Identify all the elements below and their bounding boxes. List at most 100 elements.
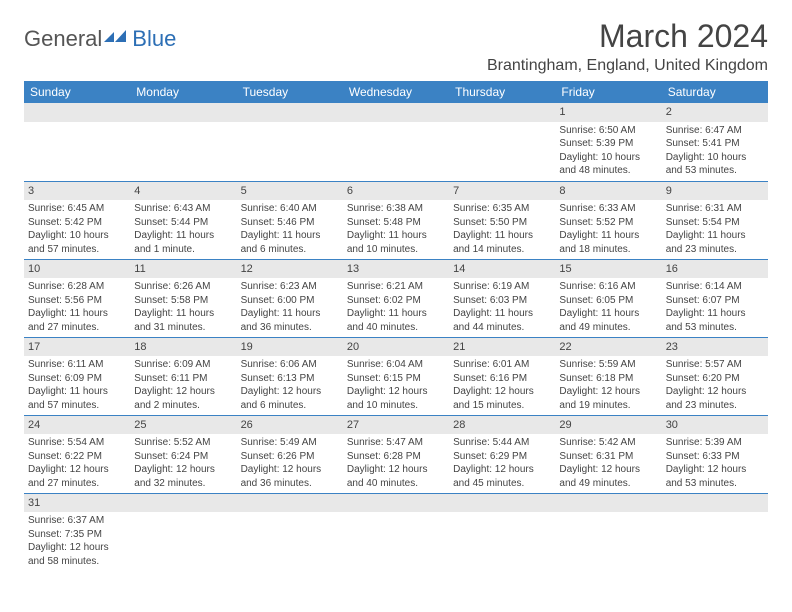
sunset-line: Sunset: 5:41 PM [666, 137, 764, 151]
sunset-line: Sunset: 6:09 PM [28, 372, 126, 386]
sunset-line: Sunset: 6:07 PM [666, 294, 764, 308]
sunrise-line: Sunrise: 6:06 AM [241, 358, 339, 372]
calendar-day-cell: 21Sunrise: 6:01 AMSunset: 6:16 PMDayligh… [449, 337, 555, 415]
sunset-line: Sunset: 5:58 PM [134, 294, 232, 308]
day-number-empty [449, 103, 555, 122]
day-number: 21 [449, 338, 555, 357]
day-details: Sunrise: 6:45 AMSunset: 5:42 PMDaylight:… [24, 200, 130, 258]
calendar-day-cell [555, 493, 661, 571]
day-details: Sunrise: 6:14 AMSunset: 6:07 PMDaylight:… [662, 278, 768, 336]
sunset-line: Sunset: 6:11 PM [134, 372, 232, 386]
sunset-line: Sunset: 6:26 PM [241, 450, 339, 464]
calendar-week-row: 24Sunrise: 5:54 AMSunset: 6:22 PMDayligh… [24, 415, 768, 493]
daylight-line: Daylight: 12 hours and 23 minutes. [666, 385, 764, 412]
calendar-day-cell: 20Sunrise: 6:04 AMSunset: 6:15 PMDayligh… [343, 337, 449, 415]
calendar-day-cell [449, 493, 555, 571]
calendar-day-cell: 18Sunrise: 6:09 AMSunset: 6:11 PMDayligh… [130, 337, 236, 415]
weekday-header: Sunday [24, 81, 130, 103]
title-block: March 2024 Brantingham, England, United … [487, 18, 768, 75]
calendar-day-cell [343, 493, 449, 571]
day-number: 28 [449, 416, 555, 435]
daylight-line: Daylight: 12 hours and 32 minutes. [134, 463, 232, 490]
day-number: 6 [343, 182, 449, 201]
day-number: 11 [130, 260, 236, 279]
sunset-line: Sunset: 5:42 PM [28, 216, 126, 230]
calendar-body: 1Sunrise: 6:50 AMSunset: 5:39 PMDaylight… [24, 103, 768, 571]
flag-icon [104, 26, 130, 52]
sunrise-line: Sunrise: 6:38 AM [347, 202, 445, 216]
sunrise-line: Sunrise: 6:01 AM [453, 358, 551, 372]
logo-text-2: Blue [132, 26, 176, 52]
calendar-table: SundayMondayTuesdayWednesdayThursdayFrid… [24, 81, 768, 571]
daylight-line: Daylight: 11 hours and 53 minutes. [666, 307, 764, 334]
calendar-day-cell: 5Sunrise: 6:40 AMSunset: 5:46 PMDaylight… [237, 181, 343, 259]
day-details: Sunrise: 6:40 AMSunset: 5:46 PMDaylight:… [237, 200, 343, 258]
day-details: Sunrise: 5:52 AMSunset: 6:24 PMDaylight:… [130, 434, 236, 492]
daylight-line: Daylight: 12 hours and 6 minutes. [241, 385, 339, 412]
day-number: 22 [555, 338, 661, 357]
daylight-line: Daylight: 12 hours and 27 minutes. [28, 463, 126, 490]
sunrise-line: Sunrise: 5:57 AM [666, 358, 764, 372]
weekday-header: Wednesday [343, 81, 449, 103]
sunrise-line: Sunrise: 6:21 AM [347, 280, 445, 294]
calendar-day-cell: 24Sunrise: 5:54 AMSunset: 6:22 PMDayligh… [24, 415, 130, 493]
day-details: Sunrise: 6:43 AMSunset: 5:44 PMDaylight:… [130, 200, 236, 258]
day-details: Sunrise: 6:35 AMSunset: 5:50 PMDaylight:… [449, 200, 555, 258]
sunrise-line: Sunrise: 6:37 AM [28, 514, 126, 528]
sunrise-line: Sunrise: 6:11 AM [28, 358, 126, 372]
sunrise-line: Sunrise: 6:14 AM [666, 280, 764, 294]
day-details: Sunrise: 5:47 AMSunset: 6:28 PMDaylight:… [343, 434, 449, 492]
day-details: Sunrise: 6:28 AMSunset: 5:56 PMDaylight:… [24, 278, 130, 336]
sunset-line: Sunset: 5:44 PM [134, 216, 232, 230]
sunset-line: Sunset: 6:15 PM [347, 372, 445, 386]
sunset-line: Sunset: 5:54 PM [666, 216, 764, 230]
calendar-day-cell: 19Sunrise: 6:06 AMSunset: 6:13 PMDayligh… [237, 337, 343, 415]
day-number-empty [130, 103, 236, 122]
day-number: 4 [130, 182, 236, 201]
day-details: Sunrise: 6:04 AMSunset: 6:15 PMDaylight:… [343, 356, 449, 414]
sunrise-line: Sunrise: 6:09 AM [134, 358, 232, 372]
sunrise-line: Sunrise: 6:26 AM [134, 280, 232, 294]
sunrise-line: Sunrise: 6:33 AM [559, 202, 657, 216]
calendar-day-cell: 15Sunrise: 6:16 AMSunset: 6:05 PMDayligh… [555, 259, 661, 337]
daylight-line: Daylight: 12 hours and 10 minutes. [347, 385, 445, 412]
location: Brantingham, England, United Kingdom [487, 57, 768, 75]
day-number: 13 [343, 260, 449, 279]
day-number-empty [343, 494, 449, 513]
sunset-line: Sunset: 6:20 PM [666, 372, 764, 386]
sunset-line: Sunset: 6:18 PM [559, 372, 657, 386]
sunrise-line: Sunrise: 6:19 AM [453, 280, 551, 294]
calendar-day-cell: 8Sunrise: 6:33 AMSunset: 5:52 PMDaylight… [555, 181, 661, 259]
day-number: 2 [662, 103, 768, 122]
daylight-line: Daylight: 11 hours and 31 minutes. [134, 307, 232, 334]
sunset-line: Sunset: 5:52 PM [559, 216, 657, 230]
calendar-day-cell: 3Sunrise: 6:45 AMSunset: 5:42 PMDaylight… [24, 181, 130, 259]
calendar-day-cell [130, 493, 236, 571]
day-details: Sunrise: 5:49 AMSunset: 6:26 PMDaylight:… [237, 434, 343, 492]
weekday-header: Monday [130, 81, 236, 103]
day-details: Sunrise: 6:16 AMSunset: 6:05 PMDaylight:… [555, 278, 661, 336]
calendar-day-cell: 25Sunrise: 5:52 AMSunset: 6:24 PMDayligh… [130, 415, 236, 493]
daylight-line: Daylight: 12 hours and 15 minutes. [453, 385, 551, 412]
calendar-day-cell: 23Sunrise: 5:57 AMSunset: 6:20 PMDayligh… [662, 337, 768, 415]
calendar-day-cell: 28Sunrise: 5:44 AMSunset: 6:29 PMDayligh… [449, 415, 555, 493]
day-number-empty [662, 494, 768, 513]
day-number-empty [449, 494, 555, 513]
day-details: Sunrise: 6:11 AMSunset: 6:09 PMDaylight:… [24, 356, 130, 414]
sunrise-line: Sunrise: 6:23 AM [241, 280, 339, 294]
day-details: Sunrise: 6:06 AMSunset: 6:13 PMDaylight:… [237, 356, 343, 414]
daylight-line: Daylight: 12 hours and 19 minutes. [559, 385, 657, 412]
page-title: March 2024 [487, 18, 768, 55]
day-number: 26 [237, 416, 343, 435]
calendar-day-cell: 16Sunrise: 6:14 AMSunset: 6:07 PMDayligh… [662, 259, 768, 337]
daylight-line: Daylight: 10 hours and 48 minutes. [559, 151, 657, 178]
day-number: 15 [555, 260, 661, 279]
weekday-header: Tuesday [237, 81, 343, 103]
day-number: 5 [237, 182, 343, 201]
sunset-line: Sunset: 5:39 PM [559, 137, 657, 151]
day-number: 31 [24, 494, 130, 513]
day-details: Sunrise: 6:21 AMSunset: 6:02 PMDaylight:… [343, 278, 449, 336]
calendar-day-cell: 7Sunrise: 6:35 AMSunset: 5:50 PMDaylight… [449, 181, 555, 259]
daylight-line: Daylight: 11 hours and 57 minutes. [28, 385, 126, 412]
calendar-day-cell: 1Sunrise: 6:50 AMSunset: 5:39 PMDaylight… [555, 103, 661, 181]
